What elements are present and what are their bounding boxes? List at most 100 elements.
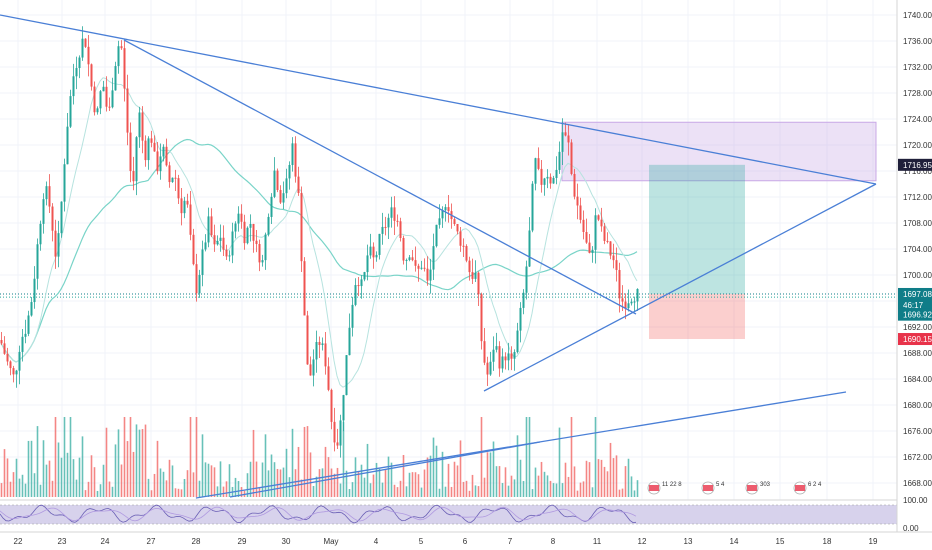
volume-bar (153, 473, 156, 497)
volume-bar (129, 417, 132, 497)
economic-event-marker[interactable]: 5 4 (701, 481, 725, 495)
price-tag: 46:17 (898, 299, 932, 312)
volume-bar (564, 462, 567, 497)
candle (285, 168, 288, 199)
volume-bar (264, 434, 267, 497)
volume-bar (390, 462, 393, 497)
candle (75, 56, 78, 90)
volume-bar (24, 483, 27, 497)
volume-bar (249, 461, 252, 497)
y-tick-label: 1728.00 (903, 89, 932, 98)
candle (306, 310, 309, 365)
candle (546, 169, 549, 189)
trendline[interactable] (0, 14, 877, 185)
volume-bar (342, 421, 345, 497)
candle (399, 217, 402, 242)
candle (0, 331, 3, 346)
volume-bar (471, 474, 474, 497)
volume-bar (549, 480, 552, 497)
candle (273, 157, 276, 199)
volume-bar (330, 468, 333, 497)
volume-bar (276, 468, 279, 497)
candle (42, 193, 45, 234)
candle (6, 347, 9, 366)
moving-average-slow (0, 138, 638, 363)
candle (426, 256, 429, 286)
candle (627, 289, 630, 312)
volume-bar (216, 486, 219, 497)
candle (264, 232, 267, 270)
volume-bar (69, 417, 72, 497)
candle (609, 241, 612, 260)
candle (108, 97, 111, 112)
candles (0, 26, 639, 458)
volume-bar (111, 486, 114, 497)
volume-bar (291, 428, 294, 497)
volume-bar (96, 490, 99, 497)
candle (201, 240, 204, 287)
volume-bar (381, 482, 384, 497)
volume-bar (435, 445, 438, 497)
volume-bar (540, 461, 543, 497)
oscillator-pane (0, 499, 897, 531)
candle (138, 106, 141, 148)
volume-bar (207, 463, 210, 497)
economic-event-marker[interactable]: 303 (745, 481, 771, 495)
volume-bar (384, 469, 387, 497)
candle (519, 302, 522, 343)
candle (315, 330, 318, 373)
y-tick-label: 1716.00 (903, 167, 932, 176)
x-tick-label: 14 (730, 537, 739, 546)
economic-event-marker[interactable]: 6 2 4 (793, 481, 822, 495)
osc-line-d (0, 506, 637, 522)
volume-bar (120, 464, 123, 497)
volume-bar (72, 459, 75, 497)
candle (582, 210, 585, 240)
volume-bar (507, 485, 510, 497)
osc-tick-label: 0.00 (903, 524, 919, 533)
candle (489, 351, 492, 376)
volume-bar (102, 464, 105, 497)
candle (357, 276, 360, 297)
volume-bar (303, 426, 306, 497)
y-tick-label: 1708.00 (903, 219, 932, 228)
candle (483, 327, 486, 366)
volume-bar (369, 483, 372, 497)
volume-bar (75, 479, 78, 497)
volume-bar (603, 466, 606, 497)
volume-bar (180, 489, 183, 497)
osc-tick-label: 100.00 (903, 496, 928, 505)
volume-bar (9, 481, 12, 497)
candle (552, 175, 555, 184)
trendline[interactable] (483, 183, 877, 392)
candle (615, 247, 618, 282)
candle (147, 136, 150, 170)
candle (63, 158, 66, 212)
volume-bar (597, 459, 600, 497)
resistance-zone (561, 121, 877, 182)
trendline[interactable] (229, 441, 541, 498)
candle (597, 214, 600, 222)
volume-bar (501, 483, 504, 497)
volume-bar (429, 455, 432, 497)
candle (528, 217, 531, 267)
candle (111, 77, 114, 109)
volume-bar (423, 469, 426, 497)
candle (396, 214, 399, 227)
candle (12, 365, 15, 383)
candle (576, 183, 579, 220)
volume-bar (282, 467, 285, 497)
economic-event-marker[interactable]: 11 22 8 (647, 481, 682, 495)
volume-bar (30, 440, 33, 497)
candle (39, 220, 42, 251)
volume-bar (360, 464, 363, 497)
volume-bar (315, 476, 318, 497)
candle (513, 349, 516, 371)
volume-bar (48, 460, 51, 497)
candle (78, 55, 81, 79)
trendline[interactable] (123, 39, 637, 315)
volume-bar (336, 467, 339, 497)
volume-bar (141, 429, 144, 497)
